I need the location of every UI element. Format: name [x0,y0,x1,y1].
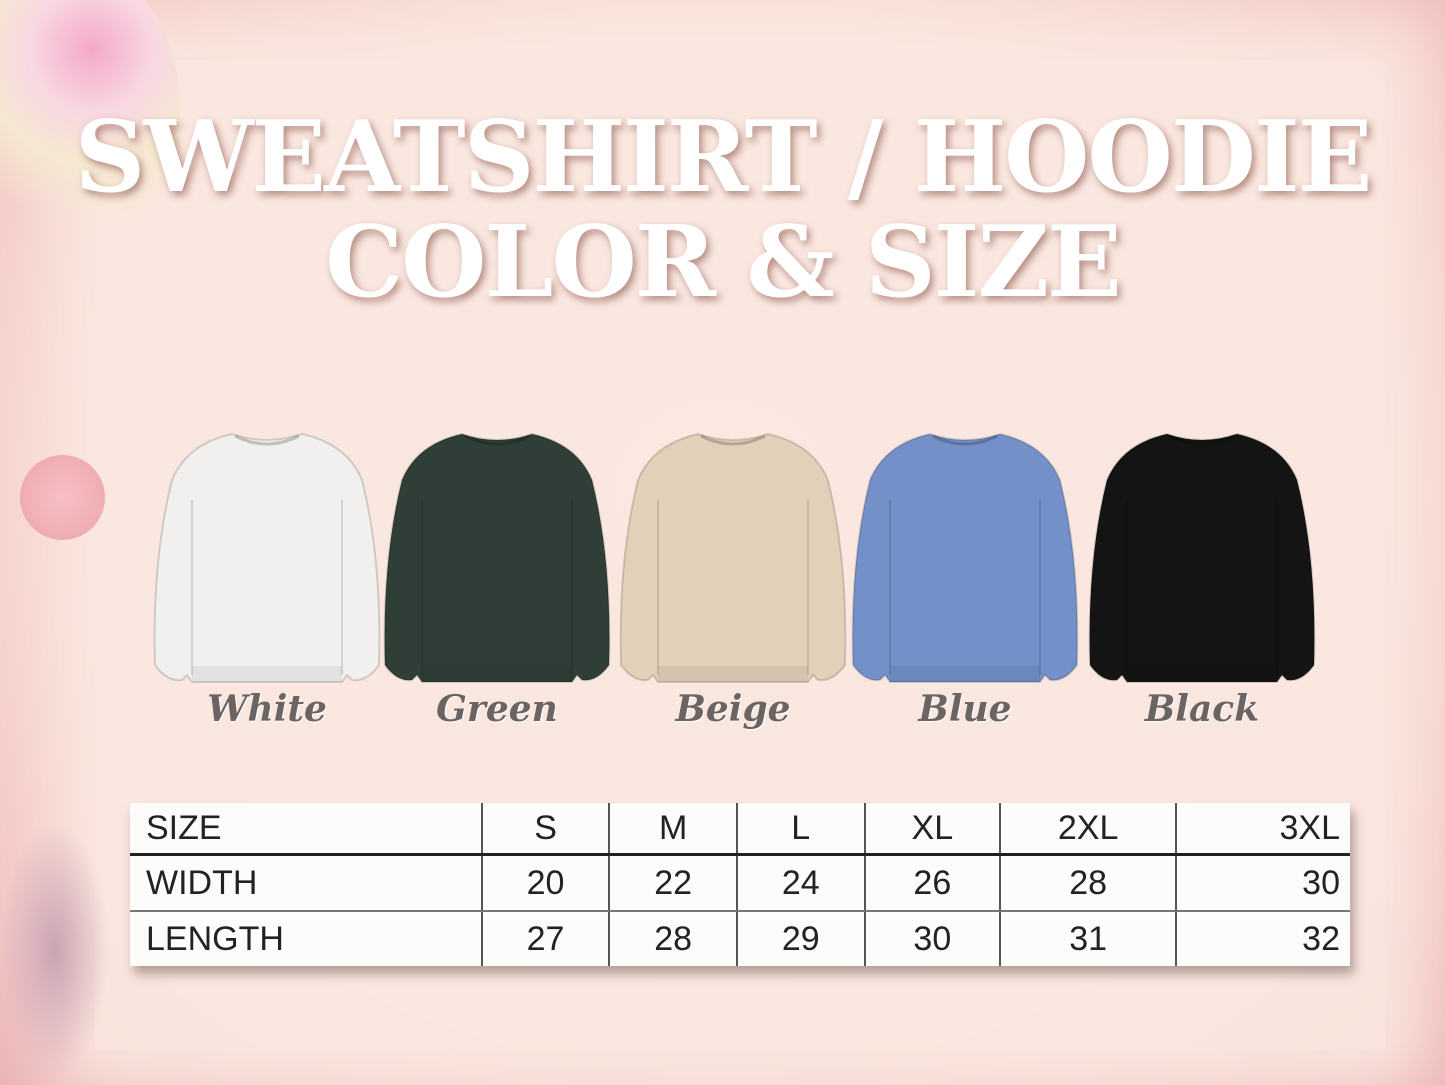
table-row-length: LENGTH 27 28 29 30 31 32 [130,911,1350,966]
sweatshirt-beige [613,430,853,690]
table-cell: 32 [1175,911,1350,966]
header-cell: SIZE [130,803,482,856]
row-label: WIDTH [130,854,482,912]
header-cell: 2XL [999,803,1177,856]
sweatshirt-white [147,430,387,690]
row-label: LENGTH [146,919,284,958]
table-cell: 28 [999,854,1177,912]
table-cell: 28 [608,911,737,966]
color-label: Black [1144,688,1260,730]
header-cell: M [608,803,737,856]
header-cell: S [480,803,610,856]
table-cell: 26 [863,854,1001,912]
table-row-width: WIDTH 20 22 24 26 28 30 [130,854,1350,912]
table-cell: 30 [1175,854,1350,912]
table-cell: 22 [608,854,737,912]
header-cell: XL [863,803,1001,856]
color-label: White [207,688,327,730]
sweatshirt-green [377,430,617,690]
table-cell: 20 [480,854,610,912]
color-label: Green [436,688,558,730]
table-cell: 27 [480,911,610,966]
table-cell: 29 [735,911,865,966]
table-cell: 31 [999,911,1177,966]
title-line-2: COLOR & SIZE [325,205,1122,320]
header-cell: 3XL [1175,803,1350,856]
table-cell: 24 [735,854,865,912]
sweatshirt-black [1082,430,1322,690]
leaf-decoration [0,820,110,1080]
table-cell: 30 [863,911,1001,966]
sweatshirt-blue [845,430,1085,690]
button-decoration [20,455,105,540]
title-line-1: SWEATSHIRT / HOODIE [74,100,1373,215]
table-header-row: SIZE S M L XL 2XL 3XL [130,803,1350,856]
size-chart-table: SIZE S M L XL 2XL 3XL WIDTH 20 22 24 26 … [130,803,1350,966]
color-label: Blue [918,688,1012,730]
color-label: Beige [675,688,791,730]
header-cell: L [735,803,865,856]
